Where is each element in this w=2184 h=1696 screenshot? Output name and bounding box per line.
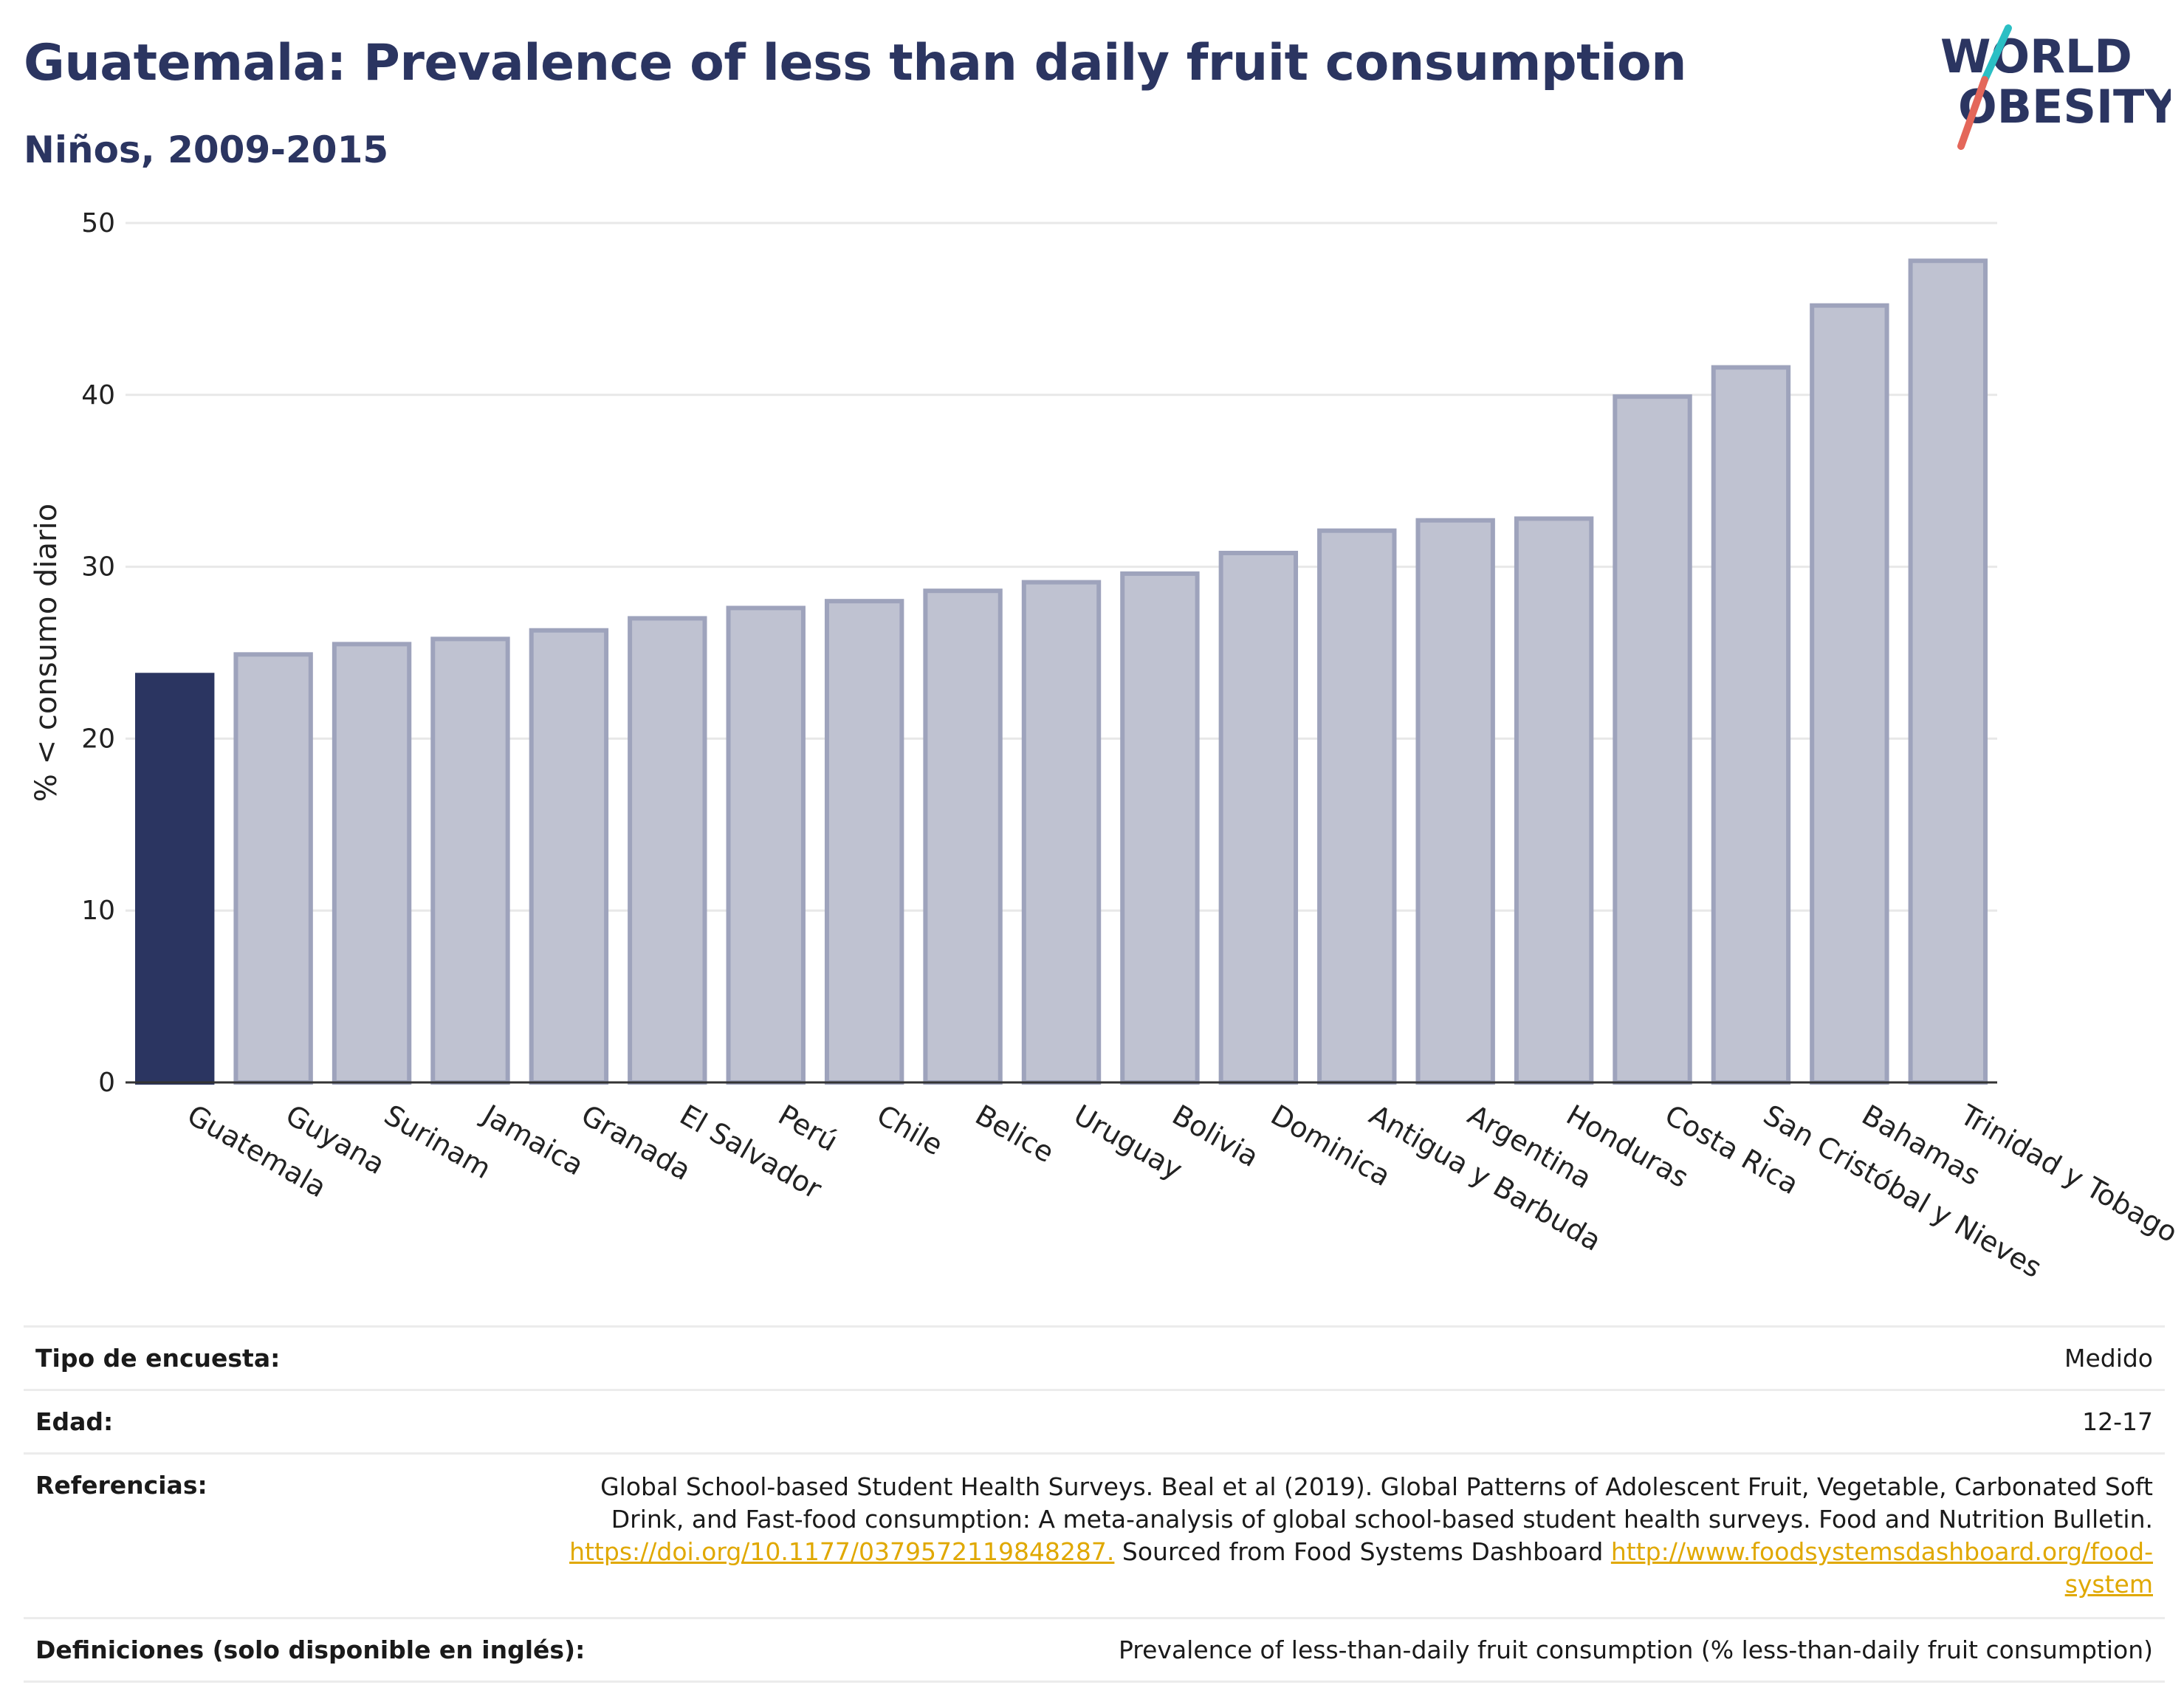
bar: [824, 599, 904, 1085]
bar: [430, 636, 510, 1085]
x-tick-label: Belice: [970, 1099, 1060, 1170]
bar: [1415, 518, 1495, 1085]
food-systems-link[interactable]: http://www.foodsystemsdashboard.org/food…: [1610, 1537, 2153, 1599]
bar: [726, 605, 806, 1085]
bar: [1021, 580, 1102, 1085]
definitions-row: Definiciones (solo disponible en inglés)…: [24, 1617, 2165, 1683]
survey-type-row: Tipo de encuesta: Medido: [24, 1325, 2165, 1389]
references-source-text: Sourced from Food Systems Dashboard: [1122, 1537, 1604, 1566]
age-value: 12-17: [2082, 1407, 2153, 1436]
bar: [1908, 258, 1988, 1085]
world-obesity-logo: WORLD OBESITY: [1940, 24, 2171, 150]
x-tick-label: Surinam: [379, 1099, 497, 1185]
y-axis-title: % < consumo diario: [30, 504, 63, 802]
logo-line1: WORLD: [1940, 30, 2132, 83]
references-label: Referencias:: [35, 1471, 207, 1500]
info-table: Tipo de encuesta: Medido Edad: 12-17 Ref…: [24, 1325, 2165, 1683]
y-tick-label: 0: [98, 1068, 115, 1098]
bar-chart: 01020304050GuatemalaGuyanaSurinamJamaica…: [30, 208, 2183, 1284]
references-row: Referencias: Global School-based Student…: [24, 1452, 2165, 1617]
x-tick-label: Granada: [576, 1099, 696, 1187]
y-tick-label: 20: [81, 724, 115, 754]
references-value: Global School-based Student Health Surve…: [543, 1471, 2153, 1601]
bar: [1810, 303, 1889, 1085]
x-tick-label: Perú: [773, 1099, 843, 1158]
bar: [1613, 394, 1692, 1085]
bar: [923, 588, 1003, 1085]
survey-type-value: Medido: [2064, 1344, 2153, 1373]
age-row: Edad: 12-17: [24, 1389, 2165, 1452]
bar: [529, 628, 609, 1085]
logo-slash-red: [1957, 76, 1988, 150]
bar: [1514, 516, 1594, 1085]
logo-line2: OBESITY: [1958, 80, 2171, 134]
bar: [628, 616, 707, 1085]
definitions-label: Definiciones (solo disponible en inglés)…: [35, 1635, 586, 1664]
references-text: Global School-based Student Health Surve…: [600, 1472, 2153, 1534]
chart-title: Guatemala: Prevalence of less than daily…: [24, 34, 1687, 92]
x-tick-label: Uruguay: [1068, 1099, 1188, 1187]
bar: [1218, 550, 1299, 1085]
y-tick-label: 30: [81, 552, 115, 583]
bar: [233, 652, 313, 1085]
x-tick-label: Jamaica: [476, 1098, 589, 1182]
doi-link[interactable]: https://doi.org/10.1177/0379572119848287…: [569, 1537, 1115, 1566]
definitions-value: Prevalence of less-than-daily fruit cons…: [1118, 1635, 2153, 1664]
y-tick-label: 10: [81, 896, 115, 926]
y-tick-label: 50: [81, 208, 115, 238]
bar: [1120, 571, 1200, 1085]
chart-subtitle: Niños, 2009-2015: [24, 128, 389, 171]
bar: [135, 673, 215, 1085]
survey-type-label: Tipo de encuesta:: [35, 1344, 281, 1373]
bar: [1317, 528, 1397, 1085]
logo-slash-teal: [1981, 24, 2012, 83]
x-tick-label: Chile: [871, 1099, 948, 1162]
y-tick-label: 40: [81, 380, 115, 411]
bar: [332, 642, 412, 1085]
bar: [1711, 365, 1791, 1085]
age-label: Edad:: [35, 1407, 114, 1436]
